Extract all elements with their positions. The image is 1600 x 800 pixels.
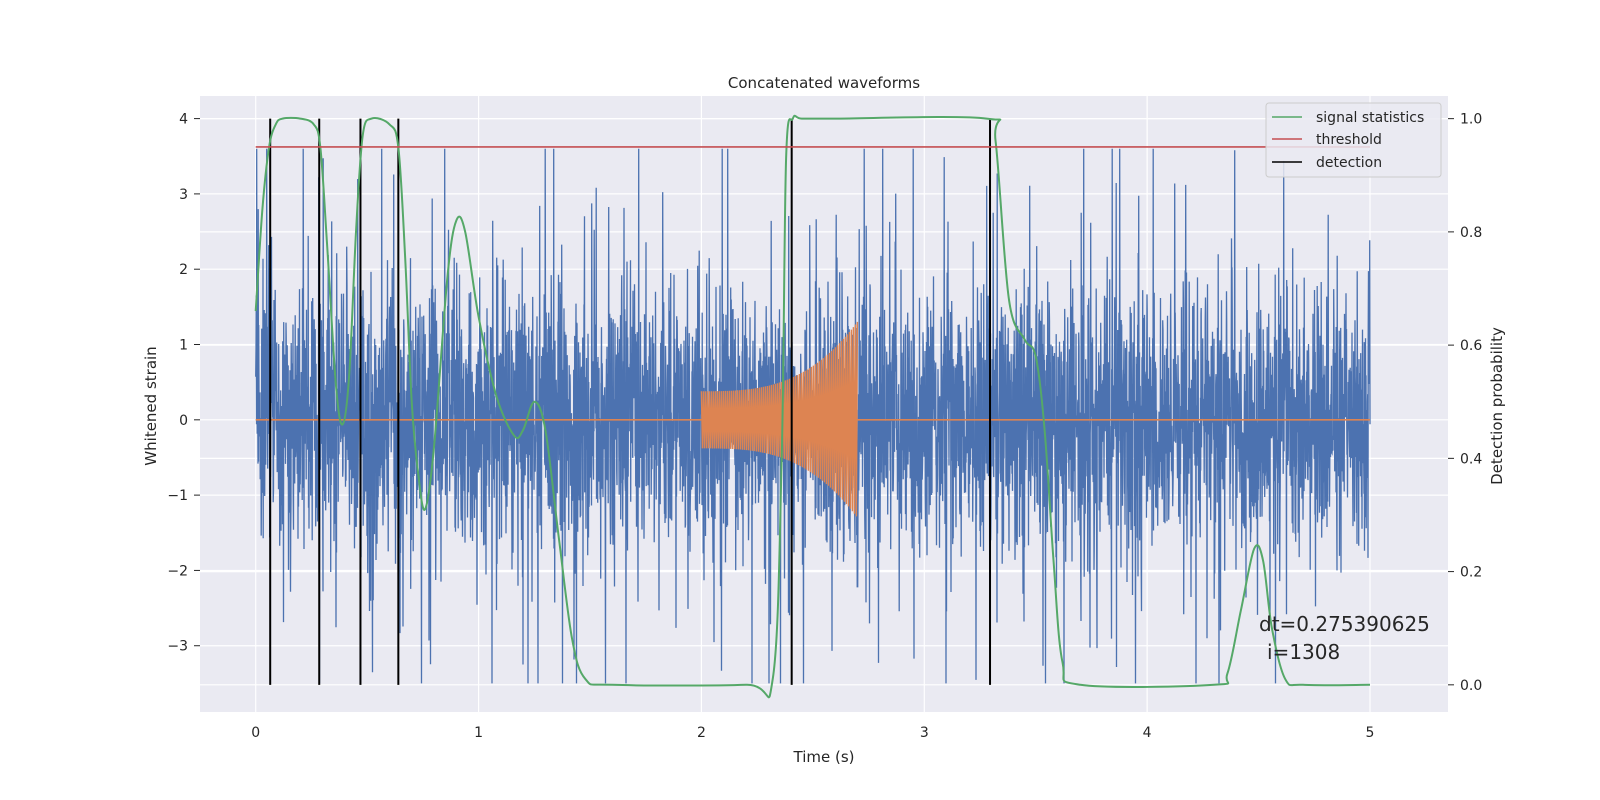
x-tick-label: 1: [474, 725, 483, 741]
x-tick-label: 0: [251, 725, 260, 741]
y-right-tick-label: 0.0: [1460, 678, 1482, 694]
legend-box: [1265, 102, 1442, 178]
y-right-tick-label: 0.2: [1460, 565, 1482, 581]
x-tick-label: 3: [920, 725, 929, 741]
x-tick-label: 5: [1366, 725, 1375, 741]
y-axis-label: Whitened strain: [142, 346, 160, 465]
legend-label-threshold: threshold: [1316, 132, 1382, 148]
detection-series: [269, 118, 992, 685]
dt-annotation: dt=0.275390625: [1259, 612, 1430, 636]
y-right-tick-label: 1.0: [1460, 112, 1482, 128]
y-tick-label: −2: [167, 563, 188, 579]
y-tick-label: 4: [179, 112, 188, 128]
legend: signal statistics threshold detection: [1265, 102, 1442, 178]
x-tick-label: 2: [697, 725, 706, 741]
y-tick-label: 3: [179, 187, 188, 203]
y-tick-label: 0: [179, 413, 188, 429]
y-right-tick-label: 0.6: [1460, 338, 1482, 354]
y-tick-label: 2: [179, 262, 188, 278]
chart-title: Concatenated waveforms: [728, 74, 920, 92]
legend-label-signal-statistics: signal statistics: [1316, 110, 1424, 126]
x-tick-label: 4: [1143, 725, 1152, 741]
y-tick-label: −1: [167, 488, 188, 504]
waveform-series: [255, 321, 1370, 517]
signal-statistics-line: [254, 114, 1371, 699]
ticks: 0 1 2 3 4 5 −3 −2 −1 0 1 2 3 4 0.0 0.2 0.4 0.6 0.8 1.0: [167, 112, 1482, 741]
waveform-chirp: [700, 321, 859, 517]
y-right-tick-label: 0.8: [1460, 225, 1482, 241]
y-tick-label: −3: [167, 639, 188, 655]
y-right-tick-label: 0.4: [1460, 451, 1482, 467]
index-annotation: i=1308: [1267, 640, 1340, 664]
x-axis-label: Time (s): [793, 748, 855, 766]
y-axis-label-right: Detection probability: [1488, 327, 1506, 485]
signal-statistics-series: [254, 114, 1371, 699]
legend-label-detection: detection: [1316, 155, 1382, 171]
y-tick-label: 1: [179, 338, 188, 354]
